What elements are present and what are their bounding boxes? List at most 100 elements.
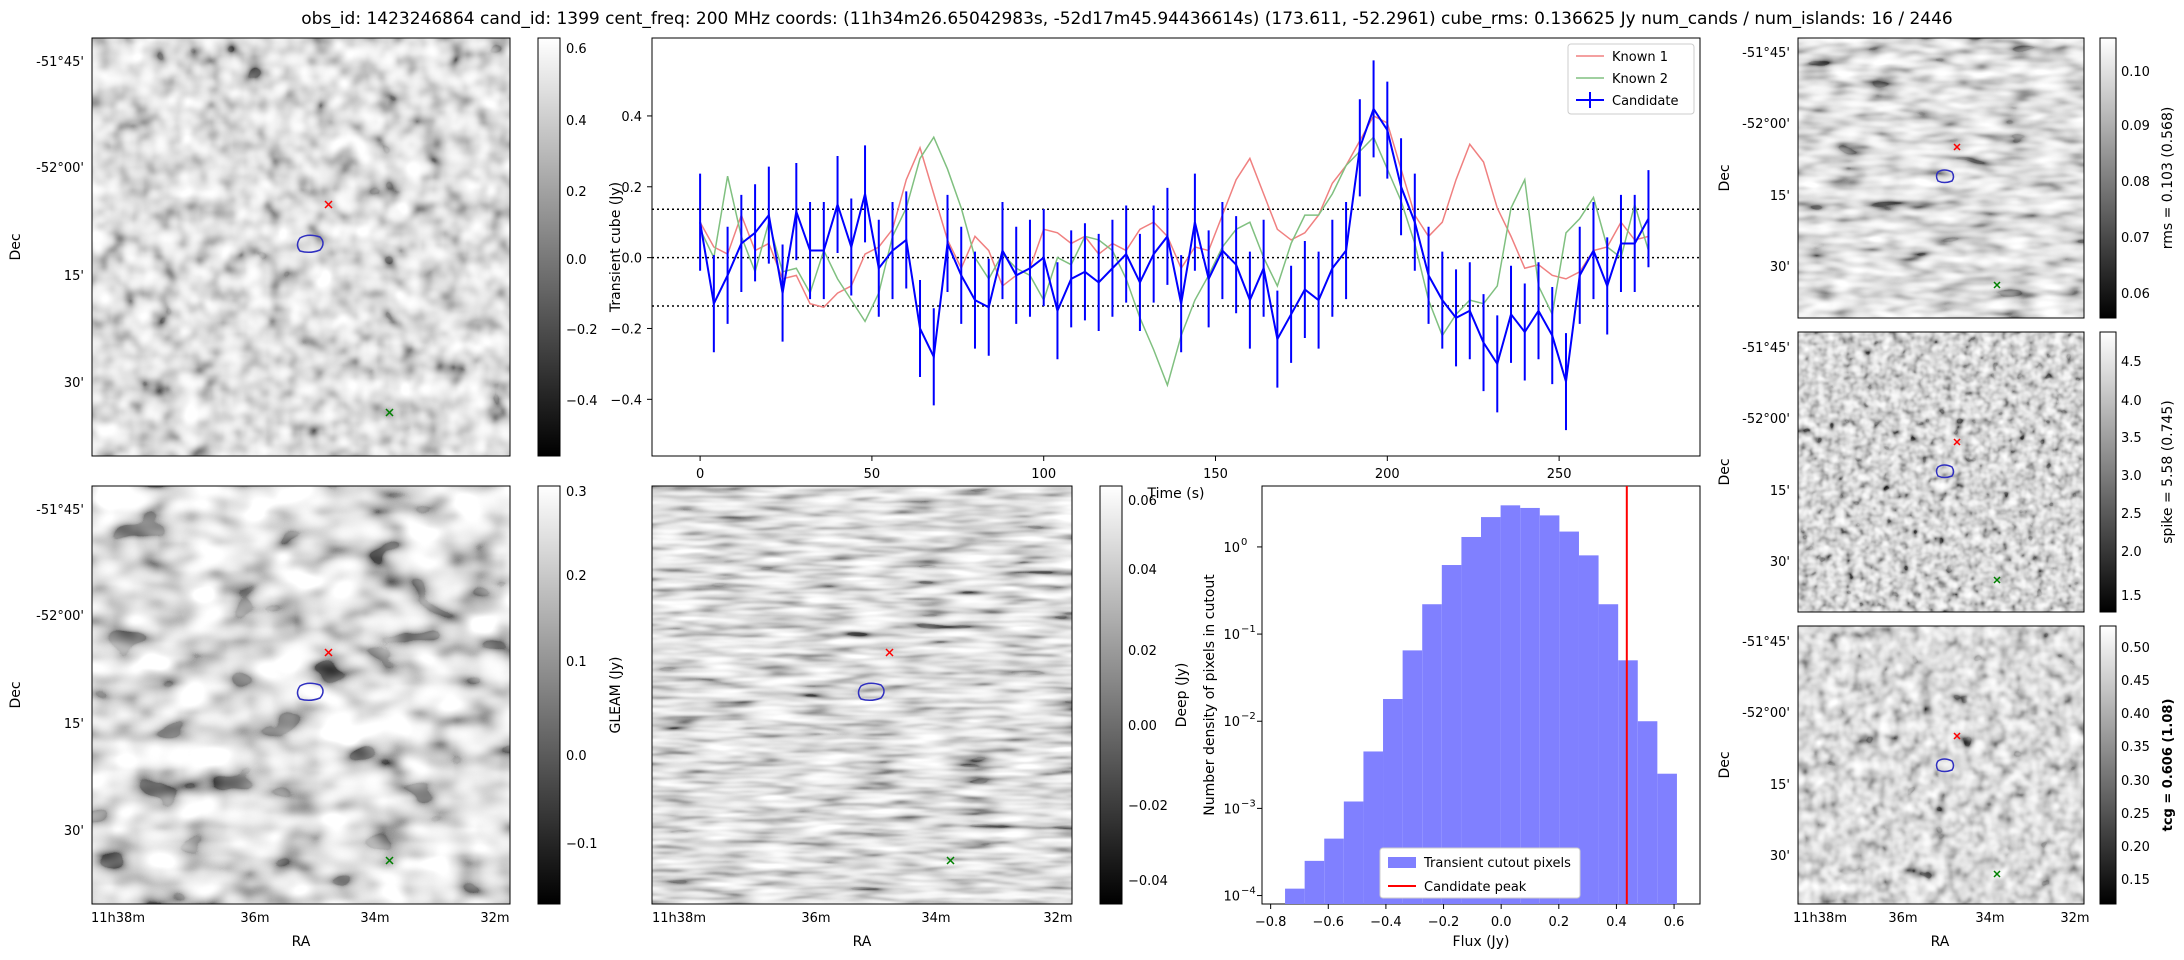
y-tick-label: 0.0	[621, 252, 642, 267]
gleam-colorbar: 0.3 0.2 0.1 0.0 −0.1 GLEAM (Jy)	[537, 485, 624, 905]
legend-entry: Known 1	[1612, 50, 1668, 65]
y-tick-label: 10	[1223, 802, 1240, 817]
tcg-image	[1798, 626, 2084, 904]
cbar-label: GLEAM (Jy)	[608, 657, 624, 734]
histogram-bar	[1500, 505, 1521, 904]
histogram-bar	[1441, 565, 1462, 904]
histogram-bar	[1598, 604, 1619, 904]
cbar-tick: 0.1	[566, 655, 587, 670]
dec-axis-label: Dec	[8, 681, 24, 708]
dec-tick: -52°00'	[1742, 117, 1790, 132]
ra-tick: 36m	[1888, 911, 1917, 926]
x-tick-label: 0.6	[1664, 915, 1685, 930]
ra-tick: 32m	[1043, 911, 1072, 926]
image-panels	[91, 37, 2085, 905]
spike-image-panel	[1797, 331, 2085, 613]
dec-tick: -51°45'	[1742, 341, 1790, 356]
y-tick-exponent: −3	[1241, 798, 1256, 809]
cbar-tick: 0.15	[2121, 873, 2150, 888]
tcg-image-panel	[1797, 625, 2085, 905]
cbar-tick: 0.50	[2121, 641, 2150, 656]
legend-entry: Candidate	[1612, 94, 1678, 109]
candidate-contour	[296, 234, 324, 254]
series-line-candidate	[699, 106, 1650, 382]
known2-marker	[385, 856, 394, 865]
x-tick-label: 0.2	[1548, 915, 1569, 930]
dec-tick: 30'	[64, 376, 84, 391]
histogram-bar	[1559, 531, 1579, 904]
dec-tick: -51°45'	[36, 55, 84, 70]
deep-colorbar: 0.06 0.04 0.02 0.00 −0.02 −0.04 Deep (Jy…	[1099, 485, 1190, 905]
gleam-image-panel	[91, 485, 511, 905]
lightcurve-xlabel: Time (s)	[1147, 486, 1205, 502]
cbar-tick: 3.5	[2121, 431, 2142, 446]
dec-tick: -51°45'	[36, 503, 84, 518]
dec-tick: 30'	[1770, 849, 1790, 864]
ra-tick: 32m	[480, 911, 509, 926]
lightcurve-panel: 0 50 100 150 200 250 −0.4 −0.2 0.0 0.2 0.4 Time (…	[610, 37, 1701, 502]
y-tick-label: 10	[1223, 890, 1240, 905]
deep-image-panel	[651, 485, 1073, 905]
dec-axis-label: Dec	[1717, 458, 1733, 485]
ra-tick: 36m	[240, 911, 269, 926]
x-tick-label: −0.4	[1370, 915, 1402, 930]
rms-image	[1798, 38, 2084, 318]
dec-tick: -52°00'	[36, 161, 84, 176]
dec-tick: 15'	[1770, 778, 1790, 793]
y-tick-exponent: −4	[1241, 886, 1256, 897]
x-tick-label: 0.4	[1606, 915, 1627, 930]
x-tick-label: 200	[1375, 467, 1400, 482]
histogram-bar	[1539, 515, 1560, 904]
series-line-known-1	[699, 114, 1649, 309]
lightcurve-y-ticks: −0.4 −0.2 0.0 0.2 0.4	[610, 110, 652, 408]
cbar-tick: 0.10	[2121, 65, 2150, 80]
known1-marker	[1953, 143, 1961, 151]
y-tick-label: −0.2	[610, 322, 642, 337]
series-line-known-2	[699, 135, 1650, 388]
histogram-bar	[1657, 773, 1677, 904]
histogram-panel: −0.8 −0.6 −0.4 −0.2 0.0 0.2 0.4 0.6 10 −410 −310−…	[1202, 485, 1701, 950]
histogram-bar	[1324, 838, 1344, 904]
dec-tick: -51°45'	[1742, 46, 1790, 61]
cbar-tick: −0.04	[1128, 874, 1168, 889]
histogram-legend: Transient cutout pixels Candidate peak	[1379, 847, 1581, 899]
cbar-tick: 0.04	[1128, 563, 1157, 578]
histogram-bar	[1422, 604, 1442, 904]
cbar-tick: 1.5	[2121, 589, 2142, 604]
histogram-bar	[1363, 751, 1384, 904]
cbar-tick: 0.3	[566, 485, 587, 500]
cbar-tick: 0.0	[566, 253, 587, 268]
known1-marker	[324, 648, 333, 657]
cbar-tick: 0.45	[2121, 674, 2150, 689]
dec-tick: 15'	[64, 717, 84, 732]
colorbars: 0.6 0.4 0.2 0.0 −0.2 −0.4 Transient cube…	[537, 37, 2176, 905]
histogram-x-ticks: −0.8 −0.6 −0.4 −0.2 0.0 0.2 0.4 0.6	[1255, 904, 1685, 930]
candidate-contour	[857, 682, 885, 702]
figure-title: obs_id: 1423246864 cand_id: 1399 cent_fr…	[301, 9, 1953, 29]
known2-marker	[1993, 870, 2001, 878]
y-tick-label: 0.2	[621, 181, 642, 196]
histogram-bars	[1285, 505, 1677, 904]
cbar-tick: 0.06	[1128, 494, 1157, 509]
ra-axis-label: RA	[292, 934, 311, 950]
x-tick-label: −0.8	[1255, 915, 1287, 930]
x-tick-label: 100	[1031, 467, 1056, 482]
cbar-label: rms = 0.103 (0.568)	[2160, 107, 2176, 250]
cbar-tick: −0.02	[1128, 799, 1168, 814]
lightcurve-frame	[651, 37, 1701, 457]
ra-tick: 11h38m	[91, 911, 145, 926]
candidate-markers	[296, 143, 2001, 878]
ra-tick: 34m	[1975, 911, 2004, 926]
histogram-bar	[1402, 650, 1423, 904]
histogram-bar	[1578, 555, 1599, 904]
histogram-bar	[1520, 507, 1540, 904]
x-tick-label: −0.2	[1428, 915, 1460, 930]
cbar-tick: 4.0	[2121, 394, 2142, 409]
dec-tick: 15'	[1770, 189, 1790, 204]
histogram-bar	[1343, 801, 1364, 904]
known1-marker	[1953, 438, 1961, 446]
x-tick-label: 0	[696, 467, 704, 482]
transient-colorbar: 0.6 0.4 0.2 0.0 −0.2 −0.4 Transient cube…	[537, 37, 624, 457]
histogram-ylabel: Number density of pixels in cutout	[1202, 574, 1218, 816]
